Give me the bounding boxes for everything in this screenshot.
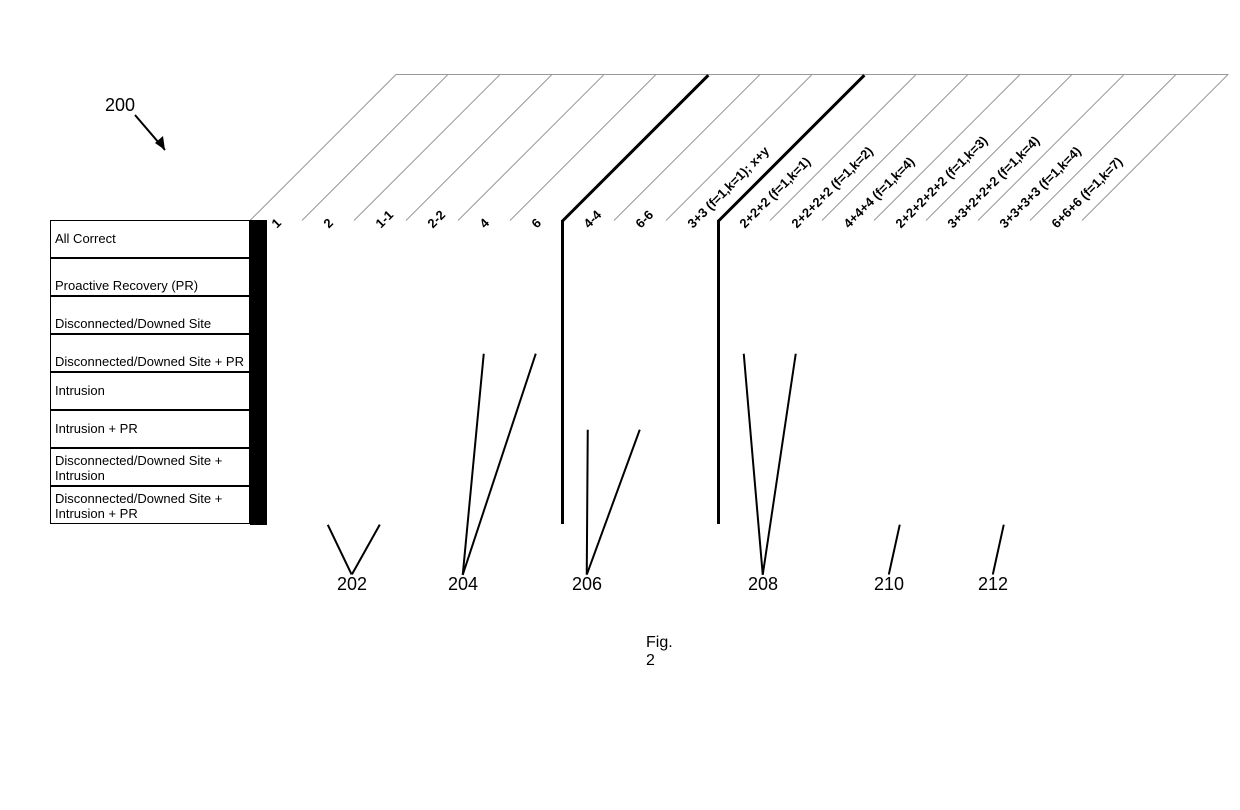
col-label: 2+2+2+2+2 (f=1,k=3) xyxy=(892,133,990,231)
row-label: Disconnected/Downed Site + Intrusion + P… xyxy=(50,486,250,524)
row-label: Proactive Recovery (PR) xyxy=(50,258,250,296)
callout-label: 208 xyxy=(748,574,778,595)
section-separator xyxy=(561,220,564,524)
callout-line xyxy=(992,525,1004,575)
row-label: All Correct xyxy=(50,220,250,258)
cell xyxy=(266,335,267,373)
callout-label: 212 xyxy=(978,574,1008,595)
cell xyxy=(266,297,267,335)
header-top-line xyxy=(396,74,1228,75)
callout-line xyxy=(586,429,640,575)
heatmap-grid xyxy=(250,220,267,525)
row-label: Disconnected/Downed Site + Intrusion xyxy=(50,448,250,486)
callout-line xyxy=(586,430,588,575)
callout-line xyxy=(351,524,380,575)
cell xyxy=(266,373,267,411)
col-label: 4 xyxy=(476,215,492,231)
col-label: 4-4 xyxy=(580,207,604,231)
callout-line xyxy=(762,354,796,575)
cell xyxy=(266,411,267,449)
row-labels: All CorrectProactive Recovery (PR)Discon… xyxy=(50,220,250,524)
col-label: 1-1 xyxy=(372,207,396,231)
section-separator-slant xyxy=(717,74,865,222)
col-label: 1 xyxy=(268,215,284,231)
col-label: 6-6 xyxy=(632,207,656,231)
cell xyxy=(266,487,267,525)
callout-label: 202 xyxy=(337,574,367,595)
arrow-icon xyxy=(130,110,190,170)
row-label: Disconnected/Downed Site xyxy=(50,296,250,334)
cell xyxy=(266,221,267,259)
callout-line xyxy=(743,354,763,575)
col-label: 2 xyxy=(320,215,336,231)
cell xyxy=(266,449,267,487)
figure-caption: Fig. 2 xyxy=(646,634,673,670)
section-separator-slant xyxy=(561,74,709,222)
callout-line xyxy=(888,525,900,575)
row-label: Intrusion xyxy=(50,372,250,410)
callout-label: 206 xyxy=(572,574,602,595)
row-label: Intrusion + PR xyxy=(50,410,250,448)
callout-label: 210 xyxy=(874,574,904,595)
col-label: 2-2 xyxy=(424,207,448,231)
cell xyxy=(266,259,267,297)
col-label: 3+3+2+2+2 (f=1,k=4) xyxy=(944,133,1042,231)
row-label: Disconnected/Downed Site + PR xyxy=(50,334,250,372)
callout-label: 204 xyxy=(448,574,478,595)
section-separator xyxy=(717,220,720,524)
col-label: 6 xyxy=(528,215,544,231)
callout-line xyxy=(327,524,352,575)
